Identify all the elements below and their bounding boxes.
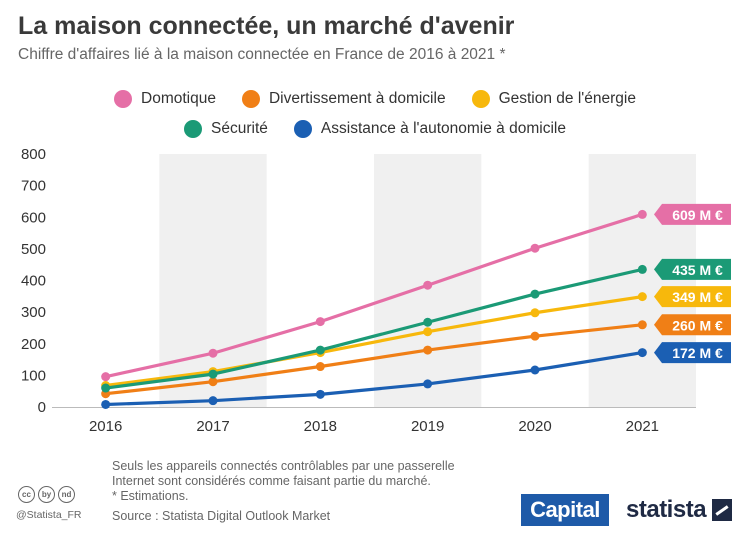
end-label-badge	[654, 342, 731, 364]
end-value-label: 260 M €	[672, 317, 723, 333]
end-label-badge	[654, 258, 731, 280]
statista-logo-icon	[712, 499, 732, 521]
data-point	[530, 365, 540, 375]
data-point	[530, 243, 540, 253]
x-tick-label: 2016	[89, 418, 122, 435]
y-tick-label: 200	[21, 336, 46, 353]
end-value-label: 609 M €	[672, 207, 723, 223]
end-label-badge	[654, 314, 731, 336]
data-point	[101, 399, 111, 409]
data-point	[208, 377, 218, 387]
legend-swatch	[471, 90, 490, 108]
end-value-label: 349 M €	[672, 289, 723, 305]
footnote: Seuls les appareils connectés contrôlabl…	[112, 459, 455, 504]
y-tick-label: 0	[38, 399, 46, 416]
legend-item-securite: Sécurité	[184, 120, 268, 138]
end-value-label: 435 M €	[672, 262, 723, 278]
footnote-line: Seuls les appareils connectés contrôlabl…	[112, 459, 455, 473]
legend-item-domotique: Domotique	[114, 90, 216, 108]
data-point	[208, 396, 218, 406]
legend-row-2: Sécurité Assistance à l'autonomie à domi…	[0, 120, 750, 138]
end-label-badge	[654, 286, 731, 308]
y-tick-label: 800	[21, 146, 46, 163]
data-point	[315, 389, 325, 399]
x-tick-label: 2017	[196, 418, 229, 435]
legend-item-assistance: Assistance à l'autonomie à domicile	[293, 120, 566, 138]
data-point	[637, 320, 647, 330]
legend-swatch	[114, 90, 133, 108]
creative-commons-badges: cc by nd	[18, 486, 75, 503]
data-point	[637, 209, 647, 219]
data-point	[315, 362, 325, 372]
data-point	[530, 289, 540, 299]
x-tick-label: 2018	[304, 418, 337, 435]
y-tick-label: 100	[21, 367, 46, 384]
legend-label: Sécurité	[211, 120, 268, 137]
statista-logo: statista	[626, 496, 707, 523]
data-point	[208, 348, 218, 358]
legend-item-divertissement: Divertissement à domicile	[241, 90, 446, 108]
capital-logo: Capital	[521, 494, 609, 526]
legend-label: Gestion de l'énergie	[498, 90, 636, 107]
legend-row-1: Domotique Divertissement à domicile Gest…	[0, 90, 750, 108]
x-tick-label: 2021	[626, 418, 659, 435]
legend-swatch	[293, 120, 312, 138]
nd-icon: nd	[58, 486, 75, 503]
data-point	[315, 317, 325, 327]
cc-icon: cc	[18, 486, 35, 503]
by-icon: by	[38, 486, 55, 503]
data-point	[637, 264, 647, 274]
x-tick-label: 2020	[518, 418, 551, 435]
series-line	[104, 267, 644, 390]
chart-title: La maison connectée, un marché d'avenir	[18, 12, 515, 40]
data-point	[423, 345, 433, 355]
data-point	[530, 308, 540, 318]
y-tick-label: 600	[21, 209, 46, 226]
data-point	[101, 383, 111, 393]
series-line	[104, 351, 644, 407]
column-band	[374, 154, 482, 407]
legend-swatch	[241, 90, 260, 108]
legend-item-energie: Gestion de l'énergie	[471, 90, 636, 108]
end-value-label: 172 M €	[672, 345, 723, 361]
series-line	[104, 295, 644, 388]
y-tick-label: 400	[21, 273, 46, 290]
x-tick-label: 2019	[411, 418, 444, 435]
data-point	[637, 292, 647, 302]
statista-handle: @Statista_FR	[16, 509, 82, 521]
data-point	[530, 331, 540, 341]
data-point	[423, 327, 433, 337]
data-point	[637, 348, 647, 358]
chart-subtitle: Chiffre d'affaires lié à la maison conne…	[18, 46, 506, 63]
legend-label: Divertissement à domicile	[268, 90, 446, 107]
data-point	[315, 345, 325, 355]
series-line	[104, 212, 644, 379]
data-point	[423, 317, 433, 327]
legend-label: Assistance à l'autonomie à domicile	[320, 120, 566, 137]
y-tick-label: 700	[21, 178, 46, 195]
end-label-badge	[654, 203, 731, 225]
y-tick-label: 500	[21, 241, 46, 258]
series-line	[104, 323, 644, 396]
data-point	[208, 369, 218, 379]
data-point	[101, 372, 111, 382]
footnote-line: Internet sont considérés comme faisant p…	[112, 474, 431, 488]
data-point	[423, 280, 433, 290]
footnote-line: * Estimations.	[112, 489, 189, 503]
source-text: Source : Statista Digital Outlook Market	[112, 509, 331, 523]
column-band	[588, 154, 696, 407]
legend-swatch	[184, 120, 203, 138]
y-tick-label: 300	[21, 304, 46, 321]
legend-label: Domotique	[141, 90, 216, 107]
data-point	[423, 379, 433, 389]
